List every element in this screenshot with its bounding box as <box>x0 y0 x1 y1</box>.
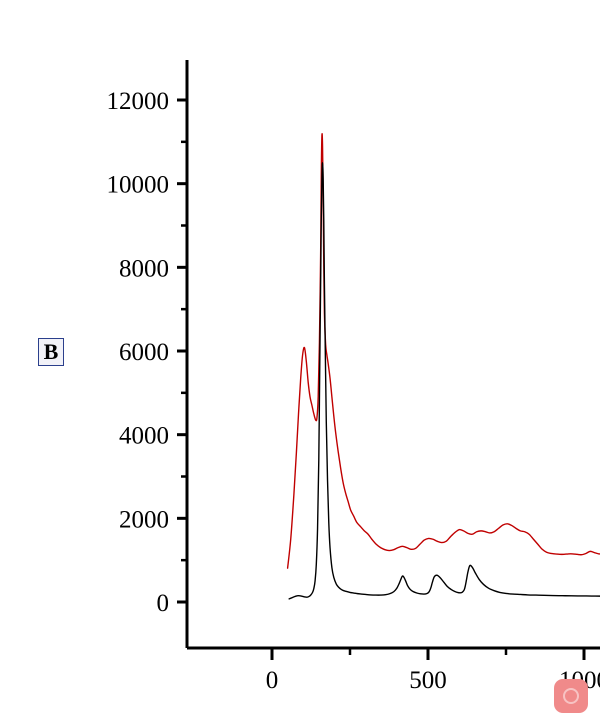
x-axis-major-ticks <box>270 648 586 660</box>
x-axis[interactable]: 05001000 <box>187 646 600 694</box>
y-tick-label: 2000 <box>119 506 169 533</box>
y-axis-major-ticks <box>177 98 187 604</box>
y-tick-label: 8000 <box>119 255 169 282</box>
x-axis-tick-labels: 05001000 <box>266 667 600 694</box>
y-tick-label: 6000 <box>119 339 169 366</box>
series-line-red[interactable] <box>286 133 600 569</box>
data-series-group <box>286 133 600 600</box>
y-axis[interactable]: 0 2000 4000 6000 8000 10000 12000 <box>107 60 189 648</box>
y-tick-label: 0 <box>157 590 170 617</box>
badge-ring-icon <box>563 688 579 704</box>
series-line-black[interactable] <box>288 162 600 600</box>
corner-badge-icon[interactable] <box>554 679 588 713</box>
y-axis-tick-labels: 0 2000 4000 6000 8000 10000 12000 <box>107 88 170 617</box>
y-tick-label: 12000 <box>107 88 170 115</box>
y-axis-label-text: B <box>43 339 59 364</box>
y-tick-label: 10000 <box>107 172 170 199</box>
x-axis-minor-ticks <box>348 648 508 655</box>
y-axis-minor-ticks <box>181 140 187 562</box>
y-axis-label-box[interactable]: B <box>38 338 64 366</box>
x-tick-label: 0 <box>266 667 279 694</box>
y-tick-label: 4000 <box>119 423 169 450</box>
x-tick-label: 500 <box>409 667 447 694</box>
